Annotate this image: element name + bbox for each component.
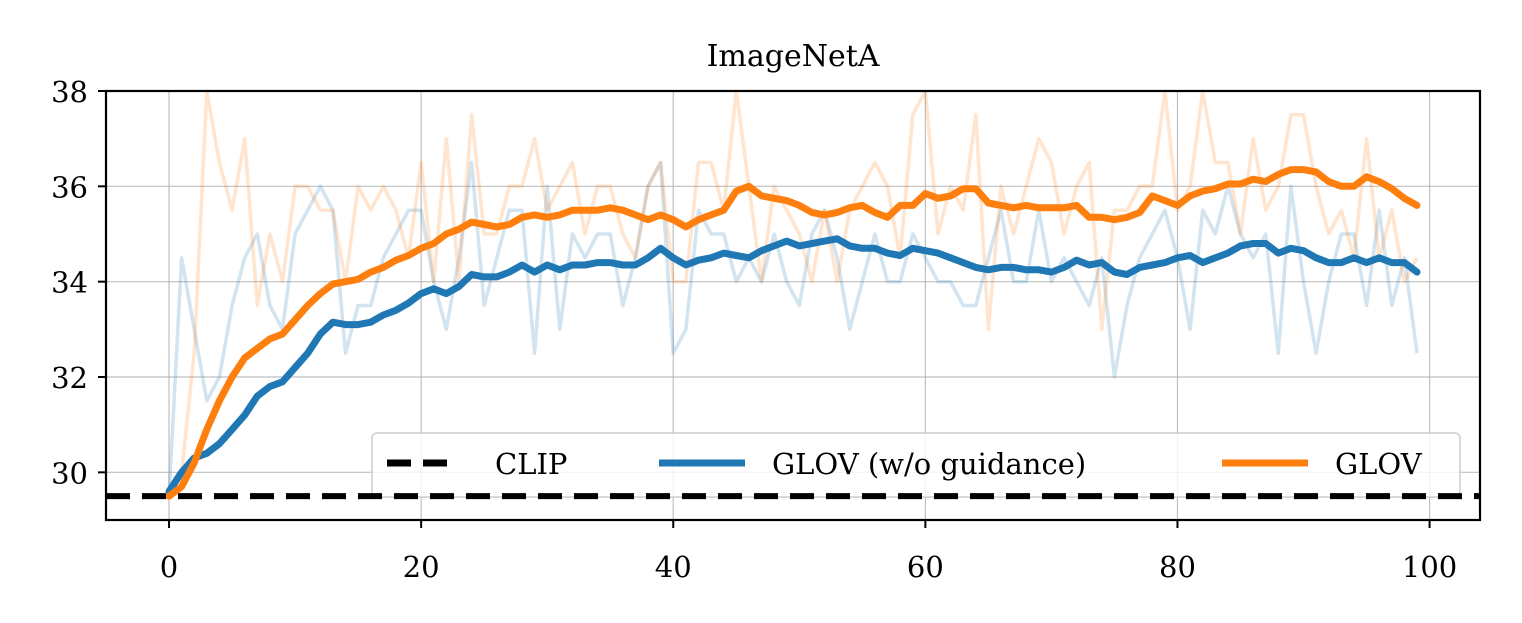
y-axis: 30 32 34 36 38 <box>51 75 106 490</box>
raw-series <box>167 89 1419 498</box>
axes-frame <box>104 89 1482 522</box>
x-tick-label: 100 <box>1402 550 1457 584</box>
x-tick-label: 20 <box>403 550 440 584</box>
x-tick-label: 60 <box>907 550 944 584</box>
series-line <box>165 235 1421 495</box>
y-tick-label: 32 <box>51 361 88 395</box>
raw-series-line <box>167 89 1419 498</box>
x-tick-label: 80 <box>1159 550 1196 584</box>
legend-label: CLIP <box>495 447 567 481</box>
y-tick-label: 34 <box>51 266 88 300</box>
legend-label: GLOV <box>1335 447 1423 481</box>
smoothed-series <box>165 166 1421 500</box>
legend-label: GLOV (w/o guidance) <box>772 447 1086 481</box>
x-tick-label: 40 <box>655 550 692 584</box>
raw-series-line <box>167 160 1419 497</box>
legend: CLIP GLOV (w/o guidance) GLOV <box>371 432 1461 498</box>
y-tick-label: 36 <box>51 170 88 204</box>
plot-frame <box>104 89 1482 522</box>
y-tick-label: 30 <box>51 456 88 490</box>
series-line <box>165 166 1421 500</box>
x-axis: 0 20 40 60 80 100 <box>160 520 1457 584</box>
chart-title: ImageNetA <box>707 39 880 74</box>
x-tick-label: 0 <box>160 550 178 584</box>
y-tick-label: 38 <box>51 75 88 109</box>
